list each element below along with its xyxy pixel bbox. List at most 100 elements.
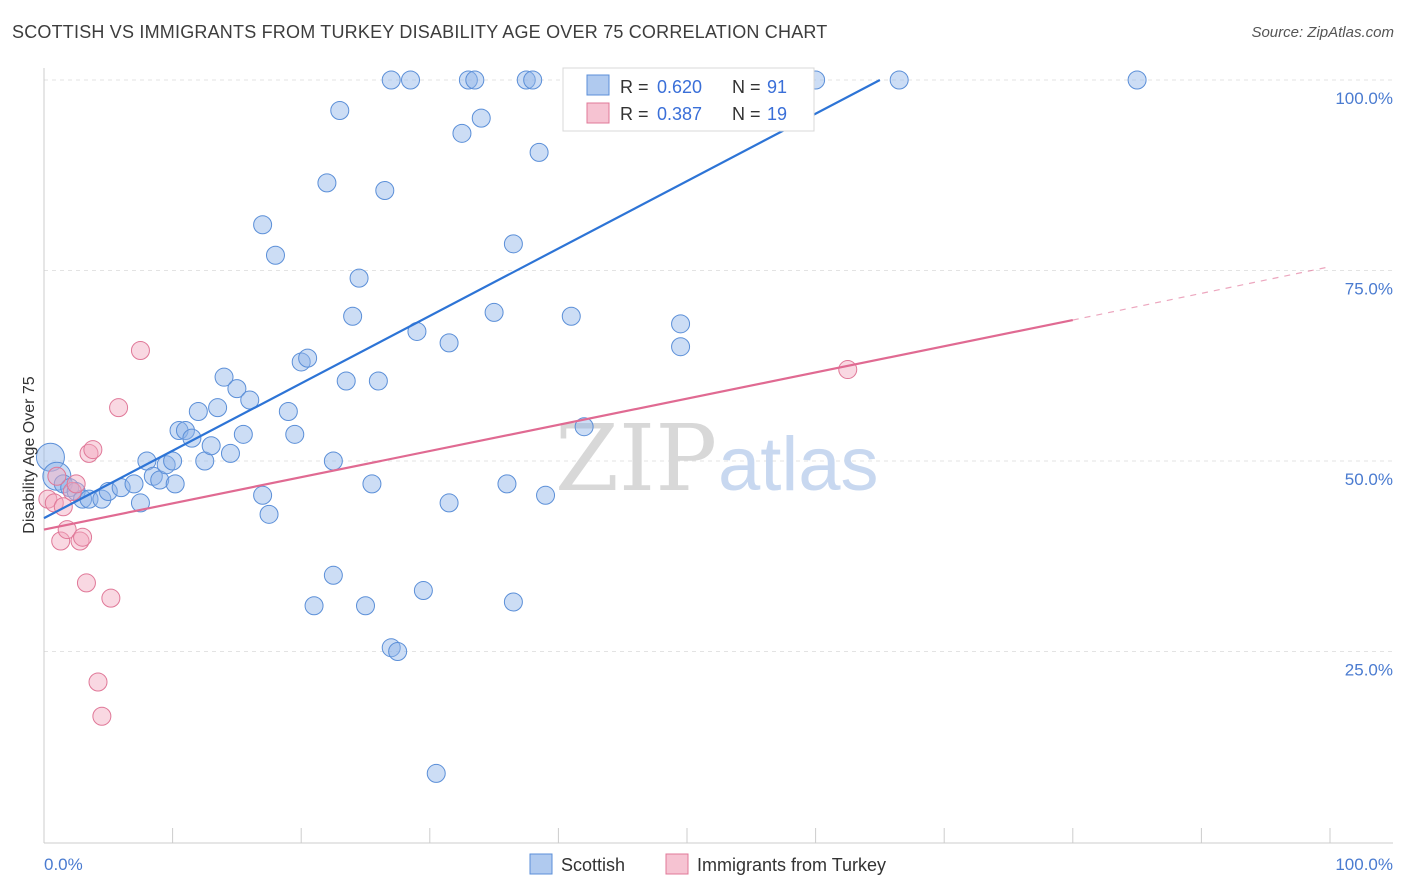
point-scottish-41 [323,451,343,471]
point-scottish-82 [1127,70,1147,90]
point-scottish-63 [484,302,504,322]
point-scottish-29 [240,390,260,410]
point-scottish-17 [165,474,185,494]
point-turkey-17 [130,341,150,361]
point-scottish-61 [465,70,485,90]
point-scottish-0 [35,442,65,472]
stats-r-label-turkey: R = [620,104,649,124]
y-axis-title: Disability Age Over 75 [21,376,38,534]
point-scottish-51 [388,642,408,661]
point-scottish-26 [220,443,240,463]
trend-line-turkey-extension [1072,266,1331,321]
point-turkey-14 [92,706,112,726]
point-scottish-81 [889,70,909,90]
stats-n-label-scottish: N = [732,77,761,97]
y-tick-label-25: 25.0% [1345,661,1393,680]
point-scottish-19 [175,421,195,441]
point-scottish-34 [278,401,298,421]
point-scottish-7 [92,489,112,509]
x-tick-label-left: 0.0% [44,855,83,874]
point-scottish-31 [259,504,279,524]
point-scottish-33 [265,245,285,265]
point-scottish-25 [214,367,234,387]
x-tick-labels: 0.0% 100.0% [44,855,1393,874]
point-scottish-11 [130,493,150,513]
point-scottish-39 [317,173,337,193]
point-turkey-18 [838,360,858,380]
stats-n-label-turkey: N = [732,104,761,124]
point-turkey-12 [83,440,103,460]
point-scottish-68 [523,70,543,90]
point-scottish-38 [304,596,324,616]
point-scottish-44 [343,306,363,326]
point-scottish-62 [471,108,491,128]
stats-r-value-turkey: 0.387 [657,104,702,124]
watermark: ZIP atlas [555,405,879,512]
point-scottish-49 [375,180,395,200]
stats-r-value-scottish: 0.620 [657,77,702,97]
stats-r-label-scottish: R = [620,77,649,97]
y-tick-label-50: 50.0% [1345,470,1393,489]
point-scottish-60 [458,70,478,90]
trend-line-scottish [43,79,881,520]
stats-swatch-scottish [586,74,610,96]
point-scottish-46 [356,596,375,616]
stats-n-value-scottish: 91 [767,77,787,97]
point-scottish-69 [529,142,549,162]
point-turkey-16 [109,398,129,418]
point-scottish-48 [368,371,388,391]
point-turkey-9 [73,527,93,547]
trend-line-turkey [43,318,1074,531]
point-scottish-47 [362,474,382,494]
stats-swatch-turkey [586,102,610,124]
point-scottish-35 [285,424,305,444]
legend-swatch-scottish [529,853,553,875]
point-turkey-7 [66,474,86,494]
legend: Scottish Immigrants from Turkey [529,853,886,875]
data-points [35,70,1147,783]
point-turkey-10 [76,573,96,593]
y-tick-label-100: 100.0% [1335,89,1393,108]
stats-n-value-turkey: 19 [767,104,787,124]
watermark-atlas: atlas [718,422,879,507]
legend-label-scottish: Scottish [561,855,625,875]
point-scottish-71 [561,306,581,326]
point-scottish-45 [349,268,369,288]
watermark-zip: ZIP [555,405,717,512]
chart-source: Source: ZipAtlas.com [1251,24,1394,41]
point-scottish-42 [330,100,350,120]
point-scottish-56 [426,763,446,783]
legend-swatch-turkey [665,853,689,875]
point-turkey-3 [51,531,71,551]
point-turkey-2 [47,466,67,486]
point-scottish-28 [233,424,253,444]
x-tick-label-right: 100.0% [1335,855,1393,874]
point-scottish-27 [227,379,247,399]
point-scottish-58 [439,493,459,513]
point-turkey-11 [79,443,99,463]
point-scottish-67 [516,70,536,90]
chart-title: SCOTTISH VS IMMIGRANTS FROM TURKEY DISAB… [12,22,828,42]
point-scottish-21 [188,401,208,421]
point-scottish-59 [452,123,472,143]
point-scottish-43 [336,371,356,391]
point-scottish-66 [503,592,523,612]
point-scottish-24 [208,398,228,418]
point-scottish-40 [323,565,343,585]
point-scottish-76 [671,314,691,334]
stats-box: R = 0.620 N = 91 R = 0.387 N = 19 [562,67,815,132]
y-tick-labels: 100.0% 75.0% 50.0% 25.0% [1335,89,1393,680]
point-scottish-72 [574,417,594,437]
point-scottish-32 [253,215,273,235]
point-scottish-52 [381,70,401,90]
point-scottish-37 [298,348,318,368]
point-scottish-16 [163,451,183,471]
point-scottish-23 [201,436,221,456]
y-tick-label-75: 75.0% [1345,280,1393,299]
point-scottish-55 [413,581,433,601]
point-turkey-13 [88,672,108,692]
point-scottish-57 [439,333,459,353]
point-scottish-70 [536,485,556,505]
point-scottish-65 [503,234,523,254]
